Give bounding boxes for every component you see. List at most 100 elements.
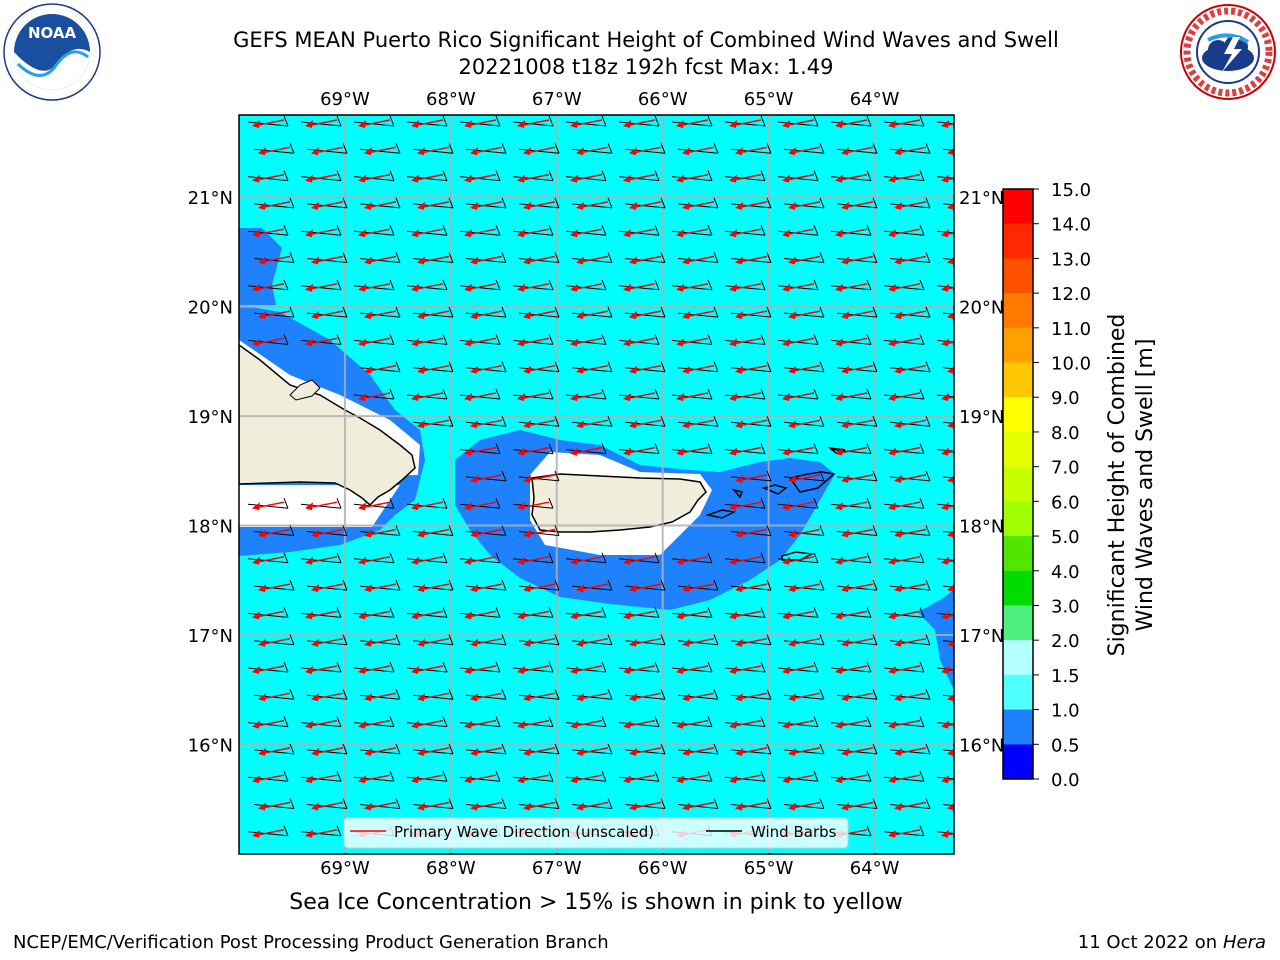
wave-arrow — [306, 525, 348, 538]
wave-arrow — [671, 771, 713, 784]
wave-arrow — [830, 498, 872, 511]
wave-arrow — [671, 225, 713, 238]
wave-arrow — [783, 197, 825, 210]
wave-arrow — [724, 607, 766, 620]
wave-arrow — [571, 197, 613, 210]
wave-arrow — [353, 661, 395, 674]
wave-arrow — [359, 306, 401, 320]
wave-arrow — [247, 716, 289, 729]
wave-arrow — [465, 252, 507, 265]
wave-arrow — [777, 716, 819, 729]
wave-arrow — [300, 825, 342, 838]
lat-labels-right: 21°N 20°N 19°N 18°N 17°N 16°N — [959, 188, 1004, 756]
wave-arrow — [724, 279, 766, 292]
wave-arrow — [465, 143, 507, 156]
lon-tick-label: 69°W — [320, 89, 370, 110]
wave-arrow — [671, 607, 713, 620]
wave-arrow — [730, 525, 772, 538]
wave-arrow — [777, 334, 819, 347]
lon-tick-label: 68°W — [426, 89, 476, 110]
wave-arrow — [883, 825, 925, 838]
lat-tick-label: 20°N — [959, 298, 1004, 319]
wave-arrow — [512, 771, 554, 784]
wave-arrow — [300, 716, 342, 729]
wave-arrow — [618, 170, 660, 183]
wave-arrow — [565, 607, 607, 620]
wave-arrow — [247, 170, 289, 183]
wave-arrow — [518, 361, 560, 374]
wave-arrow — [836, 416, 878, 429]
wave-arrow — [883, 607, 925, 620]
wave-arrow — [565, 225, 607, 238]
wave-arrow — [836, 798, 878, 811]
wave-arrow — [777, 170, 819, 183]
wave-arrow — [671, 334, 713, 347]
wave-arrow — [359, 634, 401, 647]
wave-arrow — [677, 416, 719, 429]
wave-arrow — [247, 825, 289, 838]
wave-arrow — [253, 252, 295, 265]
wave-arrow — [565, 388, 607, 401]
wave-arrow — [677, 689, 719, 702]
wave-arrow — [830, 170, 872, 183]
wave-arrow — [518, 798, 560, 811]
wave-arrow — [942, 639, 954, 647]
wave-arrow — [353, 225, 395, 238]
lat-tick-label: 20°N — [188, 298, 233, 319]
wave-arrow — [300, 115, 342, 128]
wave-arrow — [777, 552, 819, 565]
wave-arrow — [518, 143, 560, 156]
wave-arrow — [565, 279, 607, 292]
wave-arrow — [889, 361, 931, 374]
wave-arrow — [783, 798, 825, 811]
wave-arrow — [359, 798, 401, 811]
wave-arrow — [777, 607, 819, 620]
wave-arrow — [942, 148, 954, 156]
wave-arrow — [300, 771, 342, 784]
wave-arrow — [730, 197, 772, 210]
wave-arrow — [783, 634, 825, 647]
wave-arrow — [412, 197, 454, 210]
wave-arrow — [512, 716, 554, 729]
wave-arrow — [253, 579, 295, 593]
wave-arrow — [565, 115, 607, 128]
wave-arrow — [677, 798, 719, 811]
wave-arrow — [571, 743, 613, 756]
wave-arrow — [353, 115, 395, 128]
wave-arrow — [465, 798, 507, 811]
wave-arrow — [412, 252, 454, 265]
wave-arrow — [730, 579, 772, 593]
wave-arrow — [942, 311, 954, 320]
wave-arrow — [730, 306, 772, 320]
wave-arrow — [300, 661, 342, 674]
wave-arrow — [406, 607, 448, 620]
lat-tick-label: 19°N — [959, 407, 1004, 428]
wave-arrow — [465, 743, 507, 756]
wave-arrow — [936, 338, 954, 347]
wave-arrow — [936, 502, 954, 511]
lat-tick-label: 18°N — [959, 517, 1004, 538]
wave-arrow — [512, 388, 554, 401]
wave-arrow — [406, 279, 448, 292]
map-legend: Primary Wave Direction (unscaled) Wind B… — [343, 817, 849, 849]
wave-arrow — [618, 716, 660, 729]
wave-arrow — [942, 803, 954, 811]
wave-arrow — [783, 525, 825, 538]
wave-arrow — [459, 115, 501, 128]
wave-arrow — [624, 252, 666, 265]
wave-arrow — [883, 170, 925, 183]
wave-arrow — [406, 552, 448, 565]
wave-arrow — [412, 798, 454, 811]
wave-arrow — [512, 279, 554, 292]
wave-arrow — [459, 443, 501, 456]
wave-arrow — [459, 716, 501, 729]
wave-arrow — [883, 334, 925, 347]
lat-tick-label: 18°N — [188, 517, 233, 538]
wave-arrow — [518, 197, 560, 210]
wave-arrow — [783, 361, 825, 374]
wave-arrow — [883, 552, 925, 565]
wave-arrow — [300, 170, 342, 183]
wave-arrow — [306, 306, 348, 320]
wave-arrow — [889, 525, 931, 538]
wave-arrow — [512, 552, 554, 565]
